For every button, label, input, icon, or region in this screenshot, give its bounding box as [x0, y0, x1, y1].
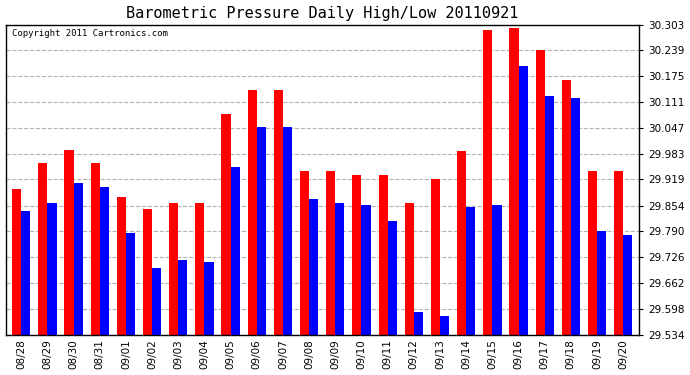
Bar [493, 205, 502, 335]
Bar [518, 66, 528, 335]
Bar [64, 150, 74, 335]
Bar [388, 221, 397, 335]
Text: Copyright 2011 Cartronics.com: Copyright 2011 Cartronics.com [12, 29, 168, 38]
Bar [544, 96, 554, 335]
Bar [195, 203, 204, 335]
Bar [12, 189, 21, 335]
Bar [74, 183, 83, 335]
Bar [248, 90, 257, 335]
Bar [379, 175, 388, 335]
Bar [414, 312, 423, 335]
Bar [117, 197, 126, 335]
Bar [21, 211, 30, 335]
Title: Barometric Pressure Daily High/Low 20110921: Barometric Pressure Daily High/Low 20110… [126, 6, 518, 21]
Bar [90, 163, 100, 335]
Bar [283, 126, 292, 335]
Bar [362, 205, 371, 335]
Bar [309, 199, 318, 335]
Bar [169, 203, 178, 335]
Bar [326, 171, 335, 335]
Bar [535, 50, 544, 335]
Bar [126, 234, 135, 335]
Bar [230, 167, 240, 335]
Bar [509, 28, 518, 335]
Bar [483, 30, 493, 335]
Bar [588, 171, 597, 335]
Bar [614, 171, 623, 335]
Bar [152, 268, 161, 335]
Bar [353, 175, 362, 335]
Bar [571, 98, 580, 335]
Bar [274, 90, 283, 335]
Bar [48, 203, 57, 335]
Bar [404, 203, 414, 335]
Bar [257, 126, 266, 335]
Bar [457, 151, 466, 335]
Bar [100, 187, 109, 335]
Bar [221, 114, 230, 335]
Bar [178, 260, 188, 335]
Bar [440, 316, 449, 335]
Bar [466, 207, 475, 335]
Bar [431, 179, 440, 335]
Bar [562, 80, 571, 335]
Bar [143, 209, 152, 335]
Bar [204, 262, 214, 335]
Bar [38, 163, 48, 335]
Bar [623, 236, 632, 335]
Bar [300, 171, 309, 335]
Bar [335, 203, 344, 335]
Bar [597, 231, 607, 335]
